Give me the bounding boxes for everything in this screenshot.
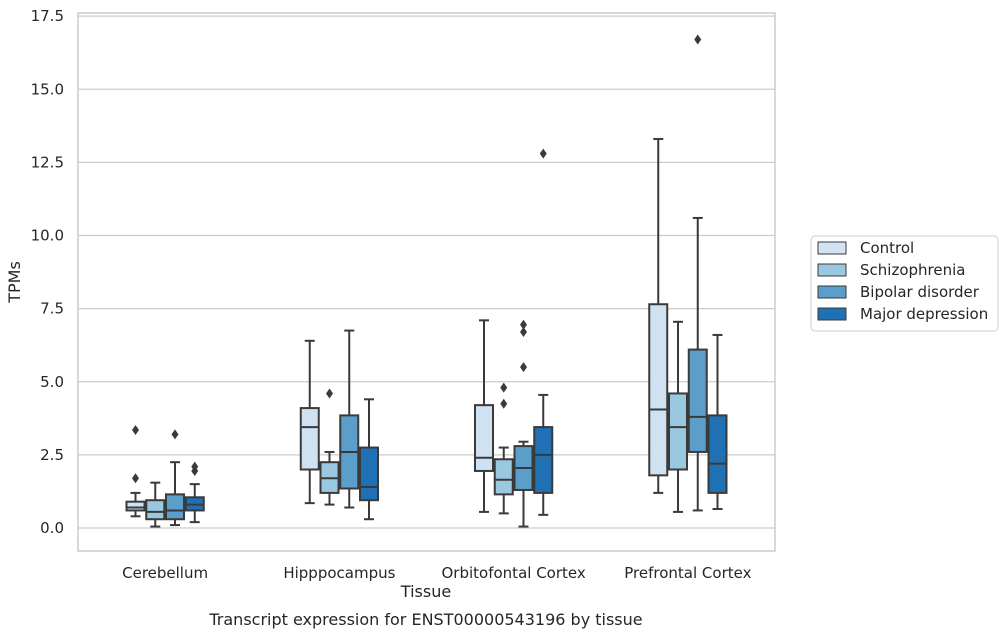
box-schizophrenia <box>668 320 688 513</box>
box-bipolar-disorder <box>513 319 534 528</box>
outlier-point <box>132 425 139 436</box>
legend-swatch <box>817 241 847 255</box>
y-tick-label: 2.5 <box>40 446 64 464</box>
box-control <box>125 425 146 518</box>
box-body <box>707 414 728 494</box>
outlier-point <box>326 388 333 399</box>
outlier-point <box>520 319 527 330</box>
box-control <box>299 339 320 505</box>
box-schizophrenia <box>319 388 340 506</box>
x-tick-label: Cerebellum <box>122 564 208 582</box>
y-tick-label: 7.5 <box>40 300 64 318</box>
y-tick-label: 5.0 <box>40 373 64 391</box>
y-tick-label: 10.0 <box>31 227 64 245</box>
box-body <box>668 392 688 471</box>
box-major-depression <box>184 461 205 524</box>
gridlines <box>78 15 775 529</box>
box-body <box>165 493 185 521</box>
outlier-point <box>171 429 179 440</box>
y-tick-label: 0.0 <box>40 519 64 537</box>
outlier-point <box>500 398 508 409</box>
outlier-point <box>520 327 527 338</box>
outlier-point <box>520 362 527 373</box>
legend-swatch <box>817 285 847 299</box>
box-groups <box>125 34 728 528</box>
x-tick-label: Hipppocampus <box>283 564 395 582</box>
x-tick-label: Prefrontal Cortex <box>624 564 751 582</box>
box-body <box>125 500 146 512</box>
legend-swatch <box>817 263 847 277</box>
box-body <box>359 446 379 502</box>
box-group <box>474 148 554 528</box>
x-tick-labels: Cerebellum Hipppocampus Orbitofontal Corte… <box>122 564 751 582</box>
y-tick-label: 17.5 <box>31 7 64 25</box>
legend-label: Schizophrenia <box>860 261 965 279</box>
legend-label: Major depression <box>860 305 988 323</box>
outlier-point <box>694 34 702 45</box>
box-group <box>648 34 728 513</box>
box-major-depression <box>533 148 554 516</box>
y-tick-label: 15.0 <box>31 80 64 98</box>
y-tick-labels: 0.0 2.5 5.0 7.5 10.0 12.5 15.0 17.5 <box>31 7 64 537</box>
box-major-depression <box>707 333 728 510</box>
box-body <box>648 303 669 477</box>
x-tick-label: Orbitofontal Cortex <box>442 564 586 582</box>
box-bipolar-disorder <box>687 34 708 512</box>
box-major-depression <box>359 398 379 521</box>
box-body <box>533 426 554 494</box>
x-axis-title: Tissue <box>400 582 451 601</box>
box-control <box>648 137 669 494</box>
legend: Control Schizophrenia Bipolar disorder Majo… <box>810 235 999 332</box>
box-control <box>474 319 494 513</box>
box-group <box>299 329 379 521</box>
box-group <box>125 425 205 528</box>
legend-frame <box>810 235 999 332</box>
outlier-point <box>500 382 508 393</box>
outlier-point <box>539 148 547 159</box>
box-bipolar-disorder <box>339 329 360 509</box>
box-body <box>145 499 166 521</box>
legend-swatch <box>817 307 847 321</box>
box-bipolar-disorder <box>165 429 185 527</box>
outlier-point <box>132 473 139 484</box>
y-axis-title: TPMs <box>5 261 24 304</box>
box-schizophrenia <box>493 382 514 515</box>
legend-label: Bipolar disorder <box>860 283 980 301</box>
box-body <box>299 407 320 471</box>
y-tick-label: 12.5 <box>31 153 64 171</box>
outlier-point <box>191 461 199 472</box>
box-body <box>687 348 708 453</box>
box-body <box>474 404 494 472</box>
box-schizophrenia <box>145 481 166 528</box>
box-body <box>493 458 514 496</box>
legend-label: Control <box>860 239 914 257</box>
figure-caption: Transcript expression for ENST0000054319… <box>208 610 642 629</box>
plot-frame <box>77 12 776 552</box>
